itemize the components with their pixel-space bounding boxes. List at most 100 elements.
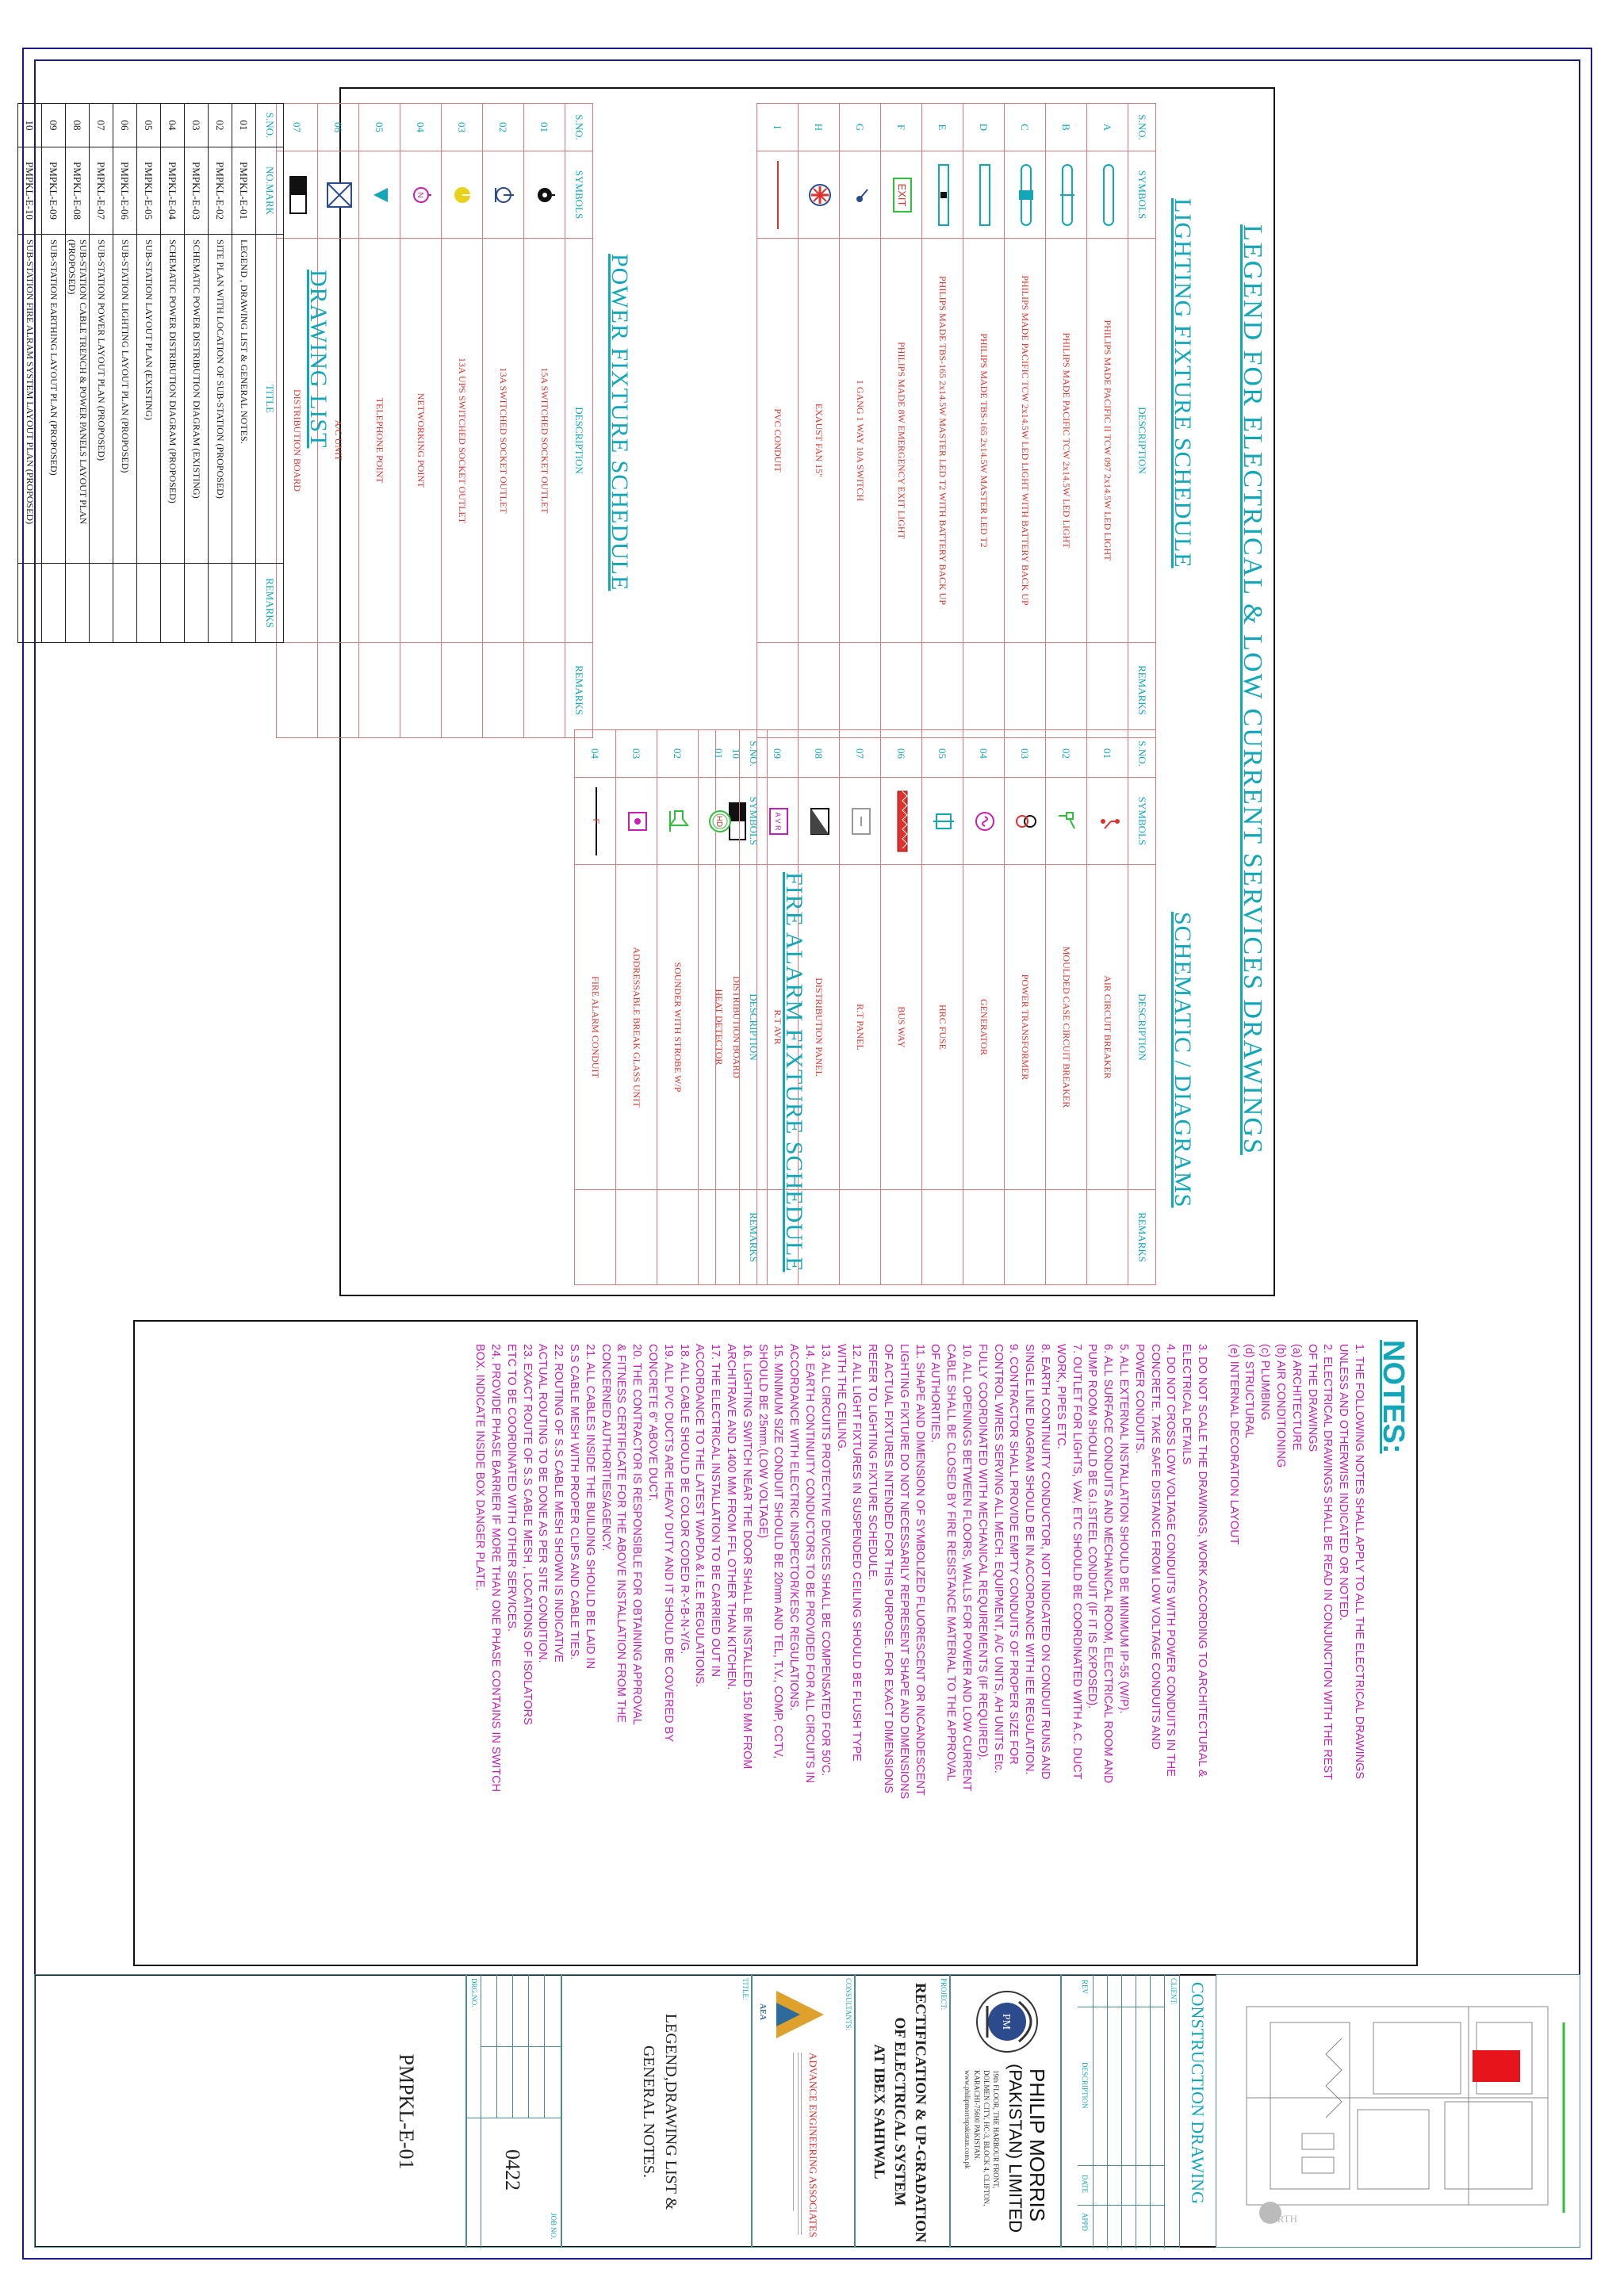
col-header-remarks: REMARKS: [1128, 642, 1156, 738]
symbol-cell: [482, 151, 524, 239]
note-line: 5. ALL EXTERNAL INSTALLATION SHOULD BE M…: [1117, 1344, 1130, 1714]
table-row: 04 N NETWORKING POINT: [400, 103, 442, 738]
remarks-cell: [574, 1189, 616, 1285]
remarks-cell: [441, 642, 483, 738]
drawing-title: LEGEND , DRAWING LIST & GENERAL NOTES.: [232, 234, 256, 564]
consultant-label: CONSULTANTS:: [845, 1978, 852, 2030]
drawing-no-block: PMPKL-E-01: [34, 1974, 466, 2248]
svg-text:A V R: A V R: [775, 812, 783, 831]
project-label: PROJECT:: [940, 1978, 948, 2011]
note-line: OF ACTUAL FIXTURES INTENDED FOR THIS PUR…: [882, 1344, 894, 1793]
col-header-sno: S.NO.: [739, 729, 768, 778]
description-cell: 13A SWITCHED SOCKET OUTLET: [482, 238, 524, 643]
consultant-block: CONSULTANTS: AEA ADVANCE ENGINEERING ASS…: [752, 1974, 855, 2248]
description-cell: PHILIPS MADE 8W EMERGENCY EXIT LIGHT: [880, 238, 922, 643]
note-line: ETC TO BE COORDINATED WITH OTHER SERVICE…: [504, 1344, 518, 1632]
sounder-strobe-icon: [665, 808, 691, 835]
remarks-cell: [1086, 1189, 1128, 1285]
note-line: 22. ROUTING OF S.S CABLE MESH SHOWN IS I…: [552, 1344, 565, 1663]
col-header-description: DESCRIPTION: [1128, 238, 1156, 643]
drawing-list-row: 10 PMPKL-E-10 SUB-STATION FIRE ALRAM SYSTE…: [17, 103, 42, 643]
description-cell: FIRE ALARM CONDUIT: [574, 864, 616, 1190]
site-key-plan-icon: [1246, 2006, 1565, 2224]
row-number: 01: [1086, 729, 1128, 778]
drawing-mark: PMPKL-E-06: [113, 147, 137, 235]
fluorescent-tube-icon: [1099, 163, 1116, 227]
drawing-title: SUB-STATION POWER LAYOUT PLAN (PROPOSED): [89, 234, 113, 564]
table-row: 07 DISTRIBUTION BOARD: [276, 103, 318, 738]
remarks-cell: [17, 563, 42, 643]
fire-alarm-title: FIRE ALARM FIXTURE SCHEDULE: [781, 872, 807, 1272]
row-number: 03: [184, 103, 209, 147]
table-row: 03 POWER TRANSFORMER: [1004, 729, 1046, 1285]
symbol-cell: [1086, 777, 1128, 865]
table-row: E PHILIPS MADE TBS-165 2x14.5W MASTER LED…: [921, 103, 963, 738]
row-number: 10: [17, 103, 42, 147]
table-row: 07 R.T PANEL: [839, 729, 881, 1285]
led-light-icon: [1058, 163, 1075, 227]
note-line: 11. SHAPE AND DIMENSION OF SYMBOLIZED FL…: [913, 1344, 926, 1796]
symbol-cell: [1086, 151, 1128, 239]
col-header-symbols: SYMBOLS: [1128, 777, 1156, 865]
table-row: 06 A/C UNIT: [317, 103, 359, 738]
row-number: 07: [839, 729, 881, 778]
note-line: 1. THE FOLLOWING NOTES SHALL APPLY TO AL…: [1353, 1344, 1365, 1780]
note-line: CONCERNED AUTHORITIES/AGENCY.: [599, 1344, 612, 1552]
note-line: ARCHITRAVE AND 1400 MM FROM FFL OTHER TH…: [725, 1344, 737, 1690]
drawing-list-row: 04 PMPKL-E-04 SCHEMATIC POWER DISTRIBUTION…: [160, 103, 185, 643]
description-cell: 1 GANG 1 WAY 10A SWITCH: [839, 238, 881, 643]
remarks-cell: [136, 563, 161, 643]
remarks-cell: [1086, 642, 1128, 738]
note-line: 23. EXACT ROUTE OF S.S CABLE MESH , LOCA…: [520, 1344, 534, 1725]
symbol-cell: [1004, 151, 1046, 239]
drawing-title: SUB-STATION FIRE ALRAM SYSTEM LAYOUT PLA…: [17, 234, 42, 564]
distribution-panel-icon: [807, 807, 831, 836]
svg-text:PM: PM: [1000, 2014, 1012, 2030]
remarks-cell: [839, 642, 881, 738]
remarks-cell: [1045, 642, 1087, 738]
row-number: D: [963, 103, 1005, 151]
substation-location-marker: [1473, 2050, 1520, 2082]
remarks-cell: [1004, 642, 1046, 738]
aea-logo-text: AEA: [758, 2003, 767, 2021]
symbol-cell: [839, 777, 881, 865]
row-number: 02: [657, 729, 699, 778]
table-row: 04 GENERATOR: [963, 729, 1005, 1285]
break-glass-icon: [624, 810, 649, 832]
client-name-line-2: (PAKISTAN) LIMITED: [1005, 2064, 1025, 2233]
drawing-title: SUB-STATION CABLE TRENCH & POWER PANELS …: [65, 234, 90, 564]
description-cell: R.T PANEL: [839, 864, 881, 1190]
description-cell: PHILIPS MADE PACIFIC TCW 2x14.5W LED LIG…: [1045, 238, 1087, 643]
symbol-cell: [276, 151, 318, 239]
note-line: 19. ALL PVC DUCTS ARE HEAVY DUTY AND IT …: [661, 1344, 675, 1743]
lighting-schedule-table: S.NO. SYMBOLS DESCRIPTION REMARKS A PHILI…: [756, 103, 1156, 738]
symbol-cell: [963, 151, 1005, 239]
rev-header-description: DESCRIPTION: [1081, 2062, 1089, 2109]
table-row: 09 A V R R.T AVR: [756, 729, 799, 1285]
col-header-symbols: SYMBOLS: [1128, 151, 1156, 239]
table-row: G 1 GANG 1 WAY 10A SWITCH: [839, 103, 881, 738]
recessed-light-battery-icon: [934, 163, 952, 227]
sheet-title-line-2: GENERAL NOTES.: [640, 2045, 657, 2179]
transformer-icon: [1012, 809, 1039, 833]
note-line: 9. CONTRACTOR SHALL PROVIDE EMPTY CONDUI…: [1007, 1344, 1021, 1765]
row-number: 03: [615, 729, 657, 778]
table-row: 03 ADDRESSABLE BREAK GLASS UNIT: [615, 729, 657, 1285]
description-cell: EXAUST FAN 15": [798, 238, 840, 643]
table-row: 01 15A SWITCHED SOCKET OUTLET: [523, 103, 565, 738]
key-plan: NORTH: [1216, 1974, 1580, 2248]
remarks-cell: [358, 642, 400, 738]
project-line-2: OF ELECTRICAL SYSTEM: [891, 2017, 908, 2206]
row-number: 03: [1004, 729, 1046, 778]
rev-header-date: DATE: [1081, 2175, 1089, 2193]
row-number: E: [921, 103, 963, 151]
col-header-sno: S.NO.: [1128, 103, 1156, 151]
col-header-remarks: REMARKS: [255, 563, 284, 643]
col-header-description: DESCRIPTION: [1128, 864, 1156, 1190]
drawing-title: SCHEMATIC POWER DISTRIBUTION DIAGRAM (PR…: [160, 234, 185, 564]
table-row: 05 HRC FUSE: [921, 729, 963, 1285]
symbol-cell: [657, 777, 699, 865]
job-no-label: JOB NO.: [550, 2213, 557, 2240]
symbol-cell: [1045, 777, 1087, 865]
note-line: REFER TO LIGHTING FIXTURE SCHEDULE.: [866, 1344, 879, 1581]
